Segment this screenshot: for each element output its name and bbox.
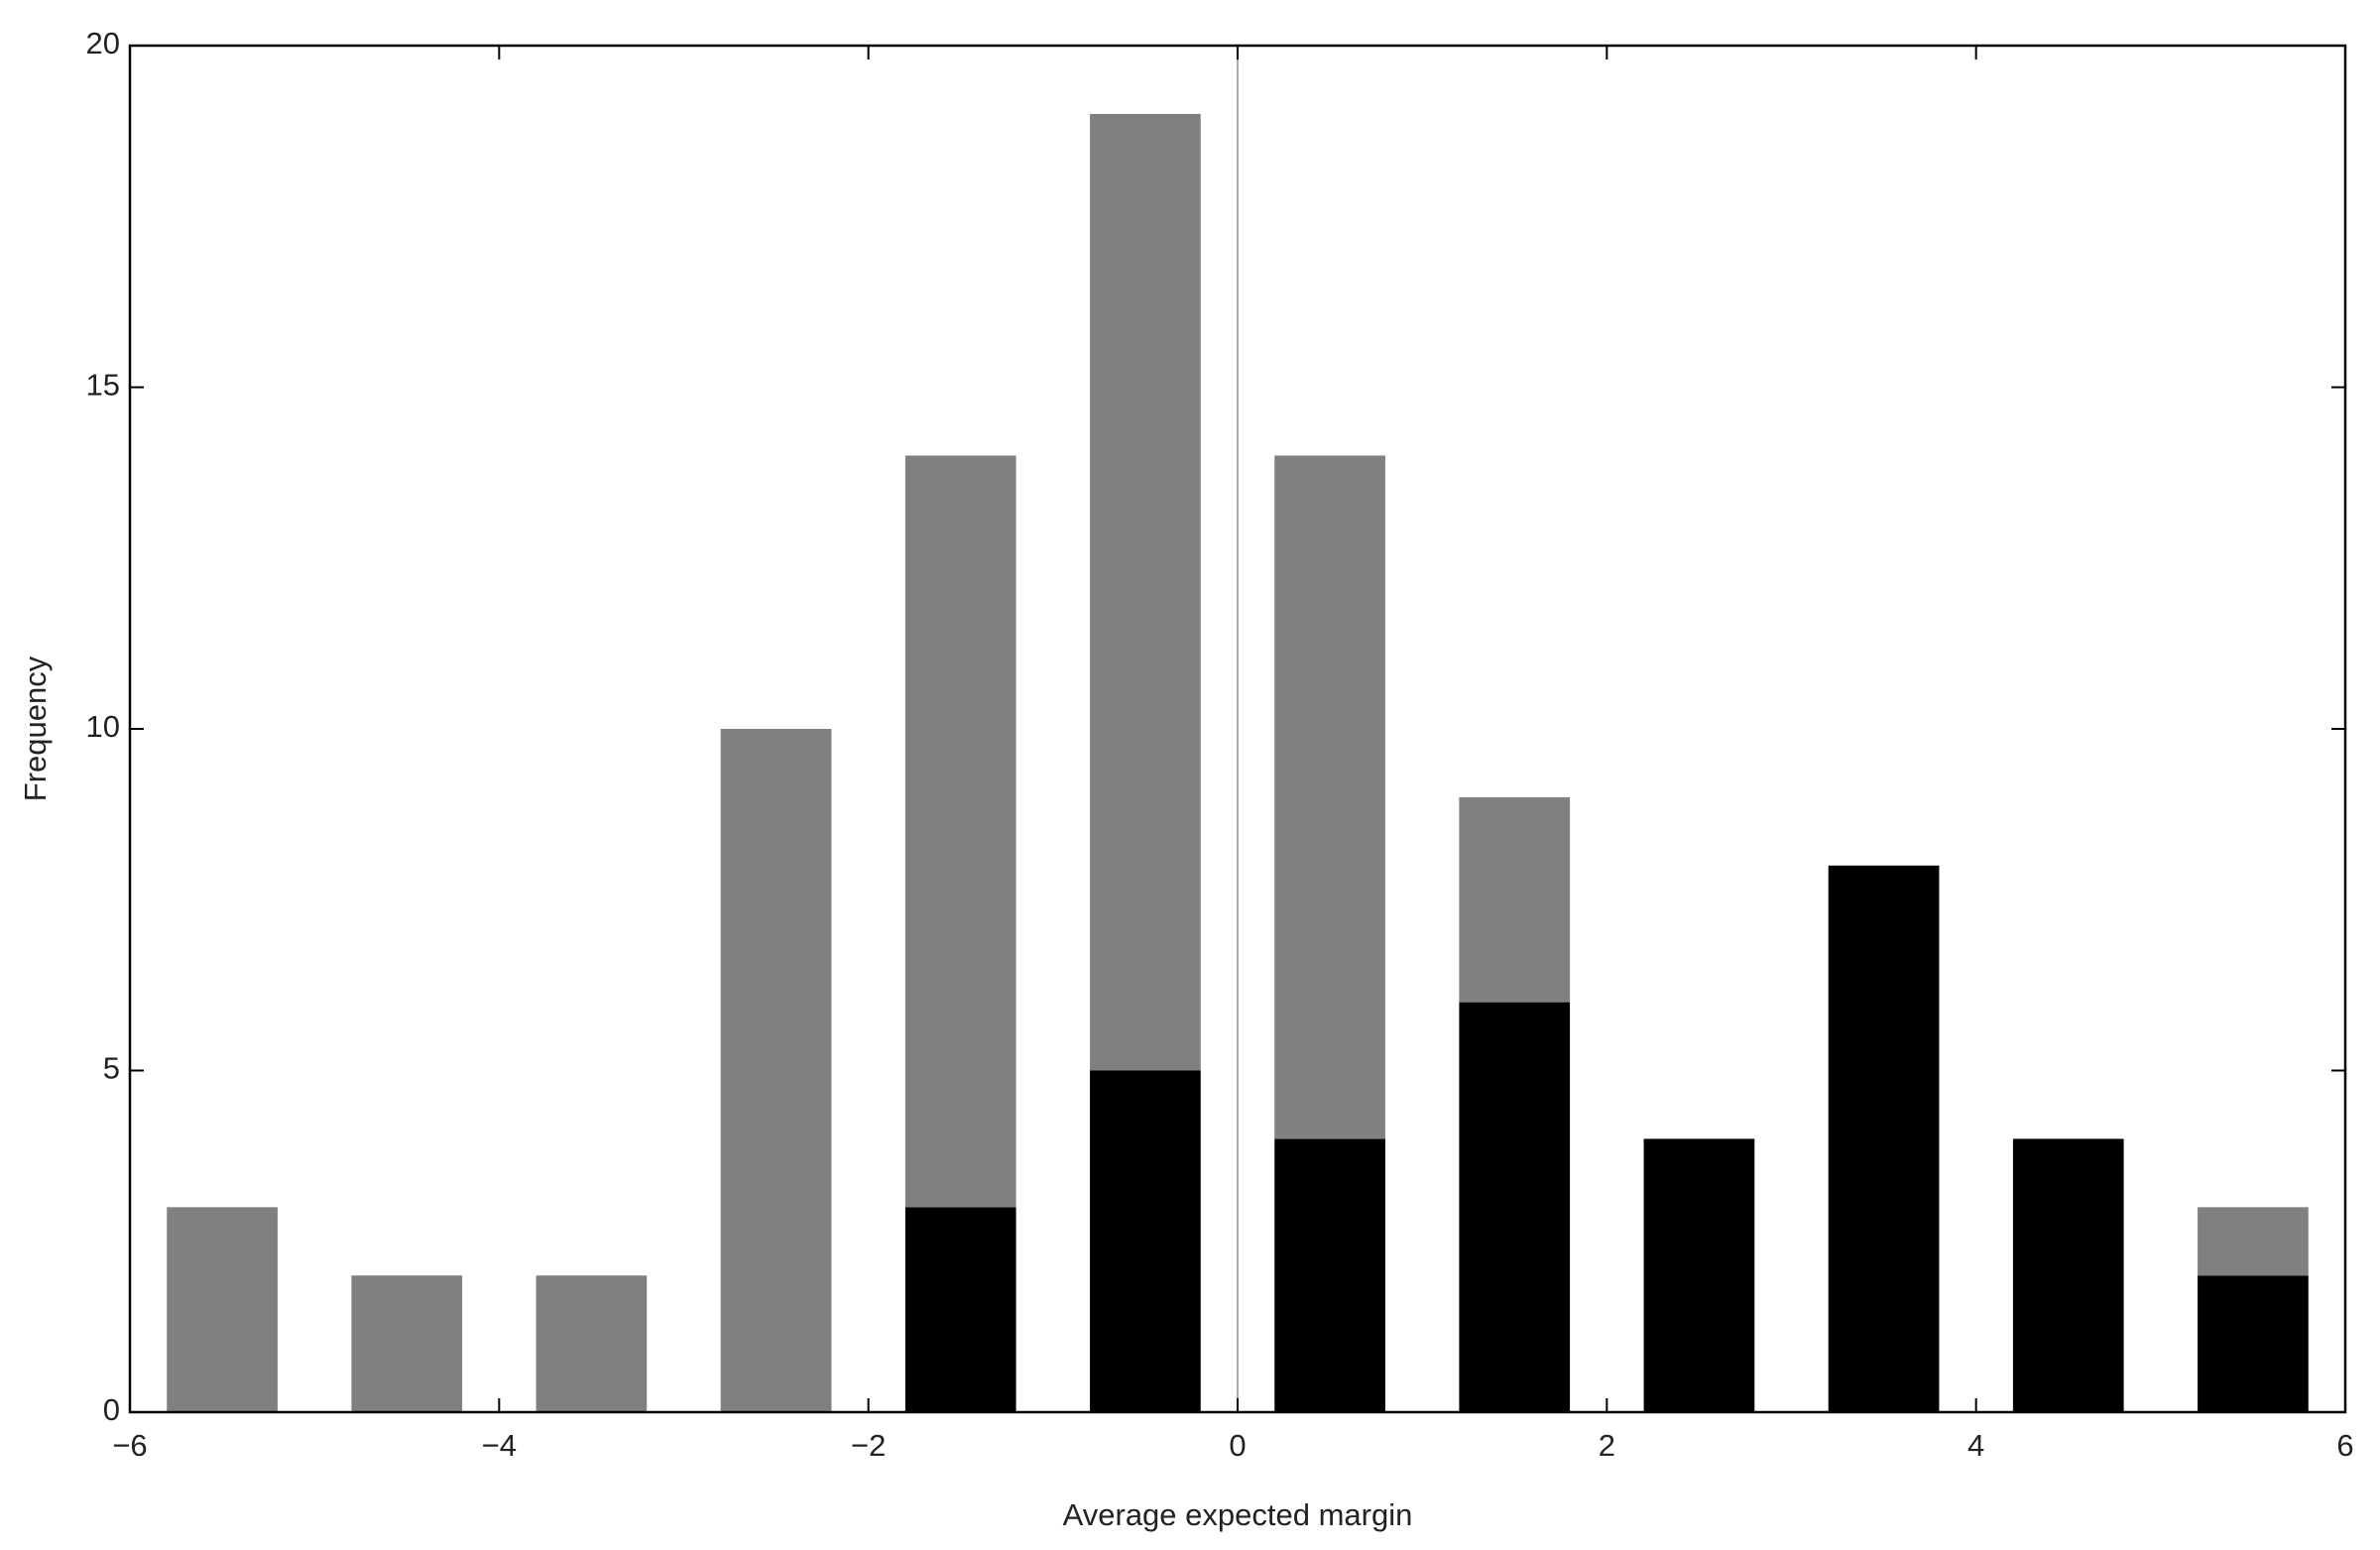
x-tick-label: 2 xyxy=(1599,1428,1615,1463)
x-axis-label: Average expected margin xyxy=(1063,1497,1413,1532)
bar xyxy=(1090,1070,1201,1412)
y-tick-label: 10 xyxy=(86,709,120,744)
bar xyxy=(167,1207,278,1412)
x-tick-label: 6 xyxy=(2336,1428,2353,1463)
y-tick-label: 0 xyxy=(103,1392,120,1427)
x-tick-label: −2 xyxy=(851,1428,886,1463)
y-axis-label: Frequency xyxy=(18,656,53,801)
x-tick-label: −6 xyxy=(112,1428,147,1463)
bar xyxy=(1643,1138,1755,1412)
bar xyxy=(536,1275,648,1412)
bar xyxy=(1828,865,1940,1412)
y-tick-label: 5 xyxy=(103,1051,120,1086)
bar xyxy=(1459,796,1571,1003)
bar xyxy=(1274,1138,1385,1412)
x-tick-label: −4 xyxy=(482,1428,517,1463)
x-tick-label: 4 xyxy=(1967,1428,1984,1463)
bar xyxy=(2198,1207,2309,1276)
bar xyxy=(904,455,1016,1208)
bar xyxy=(2012,1138,2124,1412)
y-tick-label: 20 xyxy=(86,26,120,60)
x-tick-label: 0 xyxy=(1229,1428,1246,1463)
bar xyxy=(1090,113,1201,1071)
bar xyxy=(1274,455,1385,1139)
bar xyxy=(351,1275,463,1412)
bar xyxy=(2198,1275,2309,1412)
y-tick-label: 15 xyxy=(86,368,120,403)
bar xyxy=(720,729,832,1412)
bar xyxy=(904,1207,1016,1412)
bar xyxy=(1459,1002,1571,1412)
